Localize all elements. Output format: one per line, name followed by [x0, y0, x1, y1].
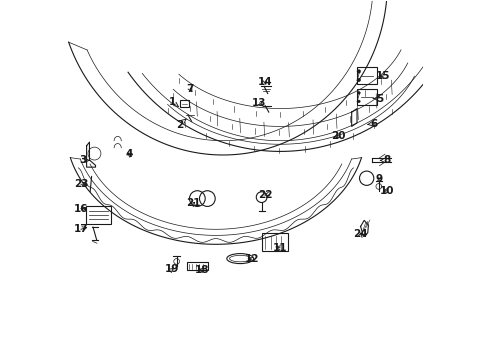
Text: 10: 10	[379, 186, 393, 196]
Text: 5: 5	[372, 94, 383, 104]
Text: 14: 14	[257, 77, 272, 87]
Text: 12: 12	[244, 254, 258, 264]
Text: 16: 16	[74, 203, 88, 213]
Text: 11: 11	[272, 243, 287, 253]
Text: 22: 22	[258, 190, 272, 200]
Polygon shape	[360, 220, 367, 237]
Text: 21: 21	[186, 198, 201, 208]
Bar	[186, 262, 207, 270]
Text: 9: 9	[375, 174, 382, 184]
Text: 3: 3	[79, 156, 89, 165]
Text: 24: 24	[352, 229, 367, 239]
Text: 1: 1	[168, 97, 179, 107]
Text: 13: 13	[252, 98, 266, 108]
Text: 20: 20	[330, 131, 345, 141]
Text: 18: 18	[194, 265, 208, 275]
Text: 8: 8	[380, 156, 390, 165]
Text: 4: 4	[125, 149, 133, 159]
Text: 17: 17	[73, 224, 88, 234]
Text: 7: 7	[186, 84, 194, 94]
Bar	[85, 206, 111, 224]
Circle shape	[356, 78, 360, 82]
Circle shape	[357, 91, 360, 94]
Bar	[180, 100, 189, 107]
Circle shape	[357, 100, 360, 103]
Text: 6: 6	[366, 118, 377, 129]
Text: 2: 2	[176, 119, 186, 130]
Circle shape	[356, 69, 360, 73]
Text: 23: 23	[74, 179, 88, 189]
Bar	[261, 233, 288, 251]
Text: 19: 19	[165, 264, 179, 274]
Text: 15: 15	[375, 71, 389, 81]
